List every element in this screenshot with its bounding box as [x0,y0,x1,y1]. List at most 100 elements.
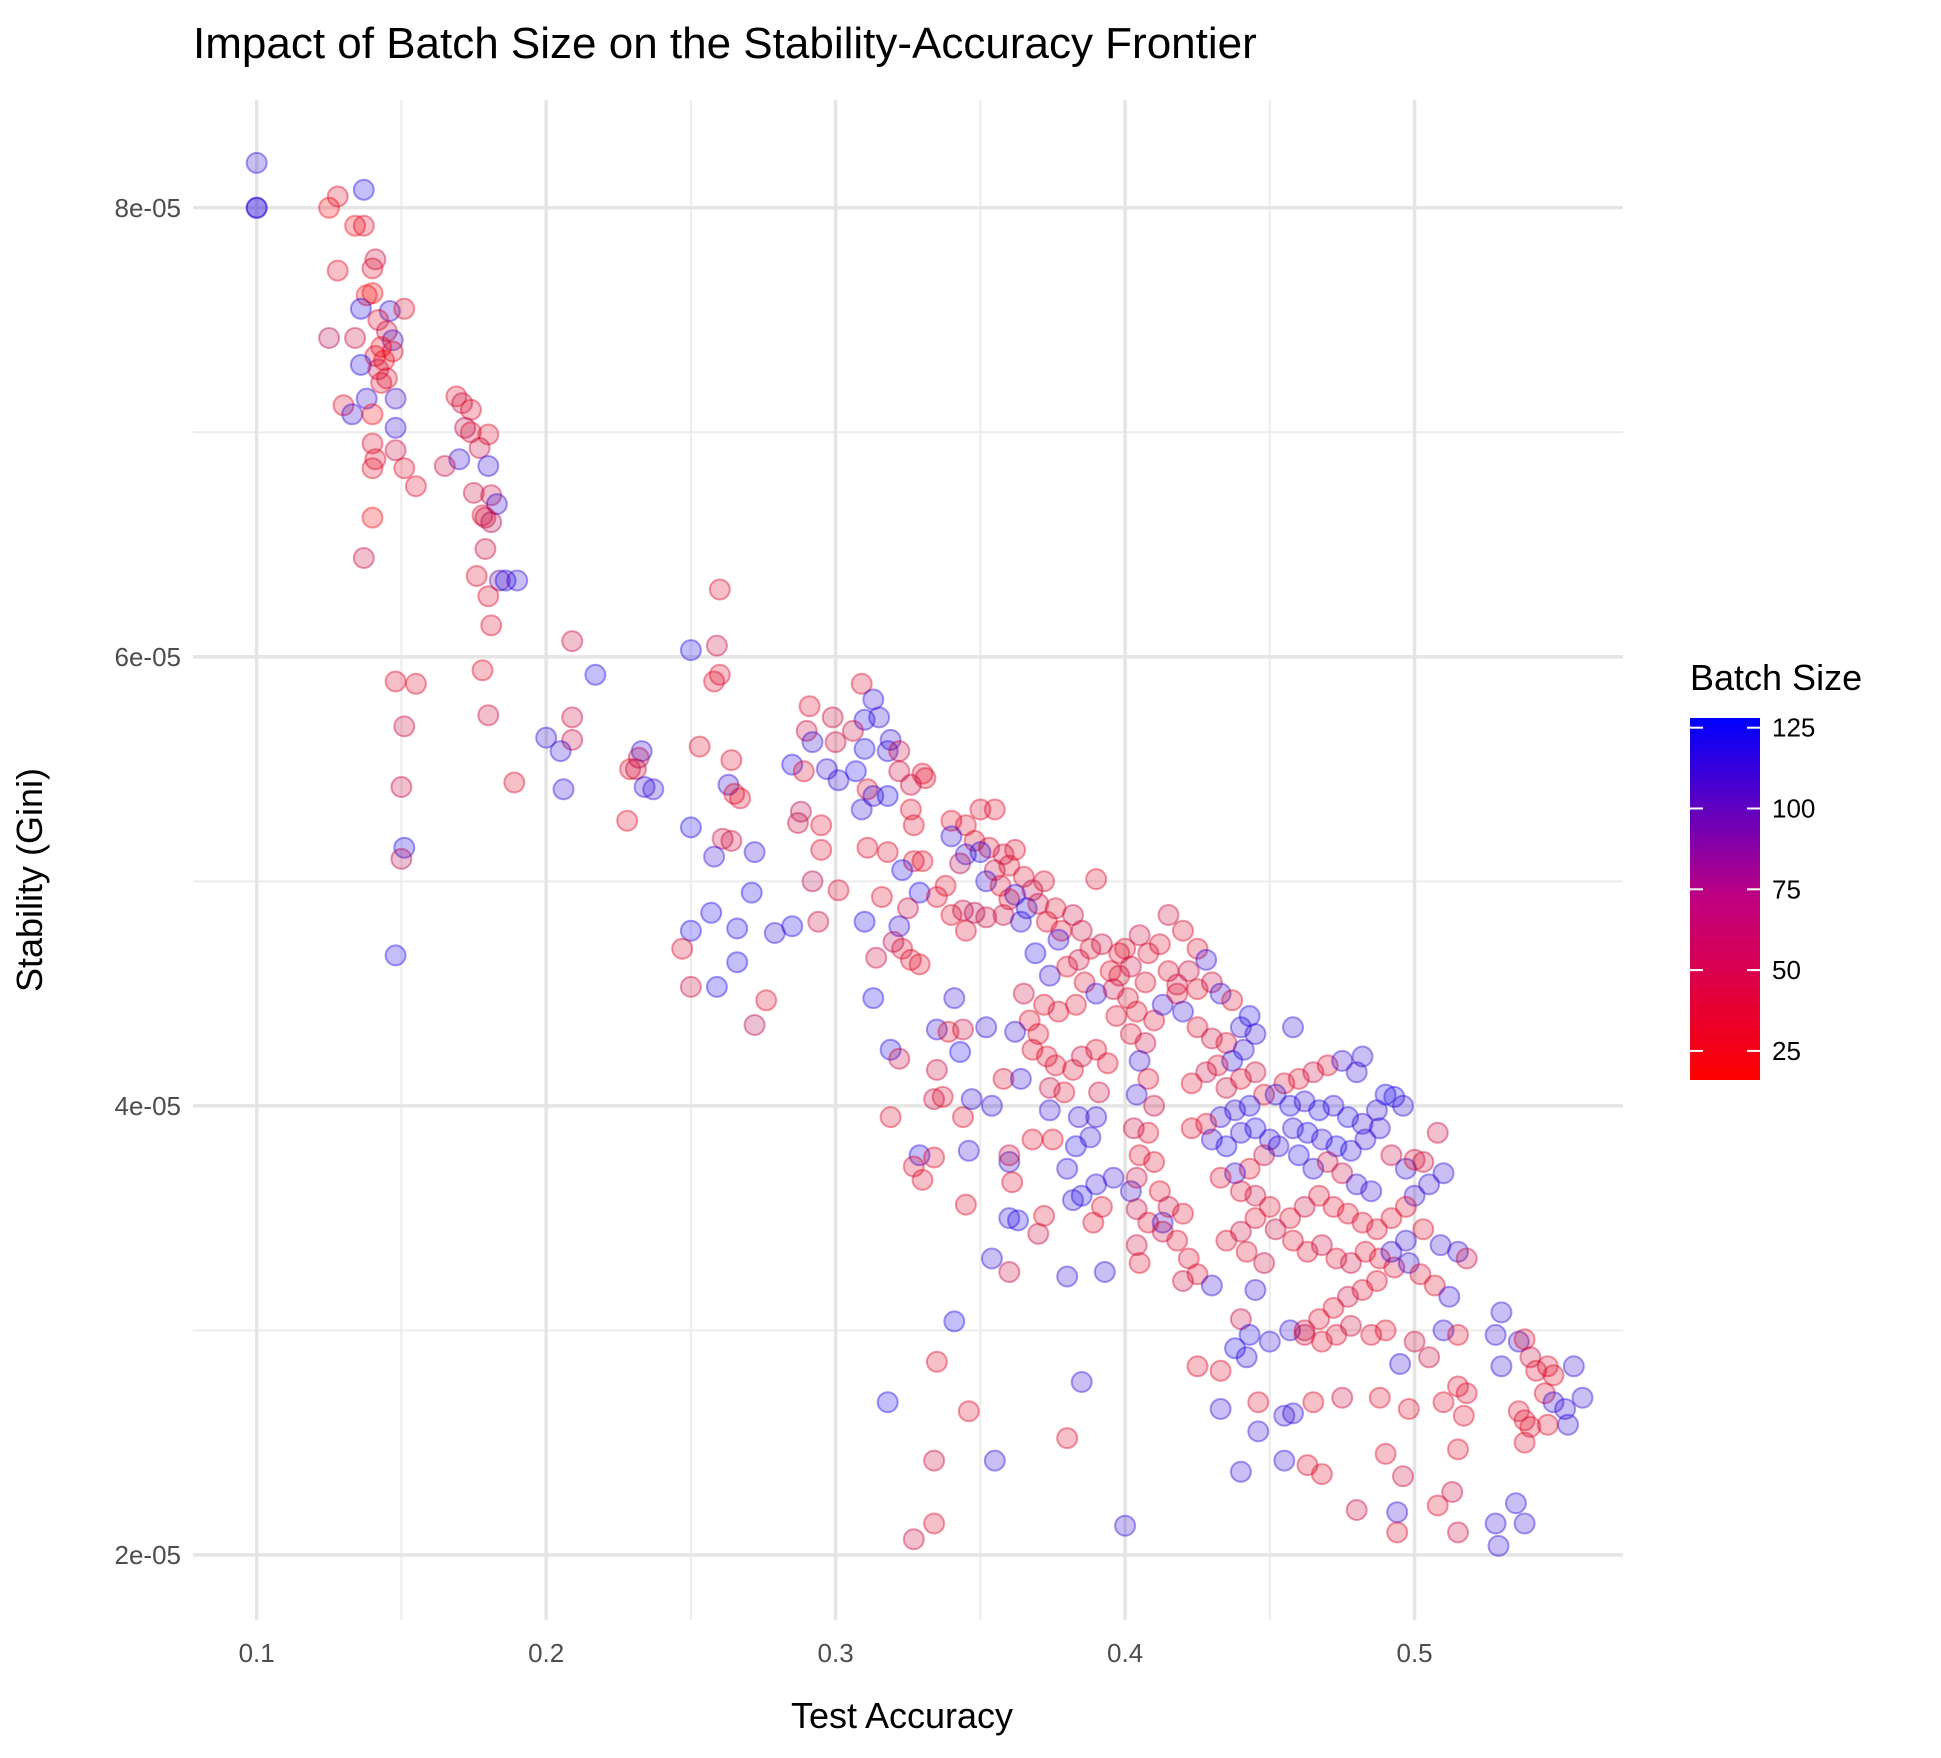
data-point [1064,1135,1087,1158]
data-point [1253,1083,1276,1106]
data-point [1119,1023,1142,1045]
data-point [1125,1198,1148,1221]
data-point [480,614,503,637]
data-point [1088,1081,1111,1104]
data-point [1186,937,1209,960]
data-point [1403,1148,1426,1171]
data-point [781,753,804,776]
data-point [902,1155,925,1178]
data-point [1114,1514,1137,1537]
data-point [245,196,268,219]
legend-tick-label: 100 [1772,794,1815,824]
data-point [1365,1099,1388,1122]
data-point [332,394,355,417]
data-point [876,785,899,807]
data-point [763,922,786,944]
data-point [1229,1121,1252,1144]
data-point [1418,1346,1441,1369]
data-point [923,1449,946,1472]
data-point [370,371,393,394]
data-point [1351,1112,1374,1135]
data-point [344,327,367,349]
data-point [963,901,986,924]
data-point [1004,838,1027,861]
data-point [1235,1346,1258,1369]
data-point [1044,897,1067,920]
data-point [1484,1323,1507,1346]
data-point [1221,1049,1244,1072]
data-point [1258,1330,1281,1353]
data-point [1325,1323,1348,1346]
data-point [1125,1000,1148,1023]
data-point [998,1144,1021,1167]
data-point [1513,1328,1536,1351]
data-point [1093,1261,1116,1283]
data-point [326,185,349,208]
data-point [899,773,922,796]
data-point [914,767,937,790]
data-point [1018,1009,1041,1032]
data-point [998,1207,1021,1230]
color-legend: Batch Size 25 50 75 100 125 [1690,657,1862,1080]
data-point [1244,1061,1267,1084]
data-point [1238,1005,1261,1027]
data-point [1215,1032,1238,1054]
data-point [459,421,482,444]
data-point [1244,1184,1267,1207]
data-point [853,708,876,731]
legend-tick-label: 125 [1772,713,1815,743]
data-point [868,706,891,729]
data-point [1007,1209,1029,1232]
data-point [1070,1371,1093,1393]
data-point [245,196,268,219]
data-point [1536,1355,1559,1378]
data-point [911,1168,934,1191]
data-point [552,778,575,801]
data-point [1310,1128,1333,1151]
data-point [983,1449,1006,1472]
data-point [1293,1319,1316,1342]
data-point [708,578,731,601]
data-point [630,740,653,763]
data-point [1557,1413,1579,1436]
data-point [1279,1207,1302,1230]
data-point [1172,1000,1194,1023]
data-point [1090,1195,1113,1218]
data-point [1380,1240,1403,1263]
data-point [1229,1308,1252,1331]
data-point [940,825,963,848]
data-point [876,740,899,763]
data-point [1403,1184,1426,1207]
data-point [488,569,511,592]
data-point [940,809,963,832]
data-point [795,719,818,742]
data-point [1238,1094,1261,1117]
data-point [561,728,584,751]
data-point [1128,1252,1151,1274]
data-point [1215,1229,1238,1252]
data-point [1507,1400,1530,1423]
data-point [506,569,529,592]
data-point [1119,955,1142,978]
data-point [1195,1112,1218,1135]
data-point [1125,1166,1148,1189]
data-point [1455,1382,1478,1405]
data-point [1038,964,1061,987]
data-point [1351,1279,1374,1301]
data-point [963,829,986,852]
data-point [1394,1157,1417,1180]
data-point [471,504,494,527]
data-point [1507,1330,1530,1353]
data-point [384,944,407,967]
data-point [1021,1038,1044,1061]
data-point [1186,978,1209,1001]
data-point [462,481,485,504]
data-point [1012,865,1035,888]
data-point [1128,924,1151,947]
data-point [703,670,726,693]
data-point [1229,1220,1252,1243]
data-point [1047,928,1070,951]
data-point [954,1193,977,1216]
data-point [679,919,702,942]
data-point [1062,904,1084,926]
